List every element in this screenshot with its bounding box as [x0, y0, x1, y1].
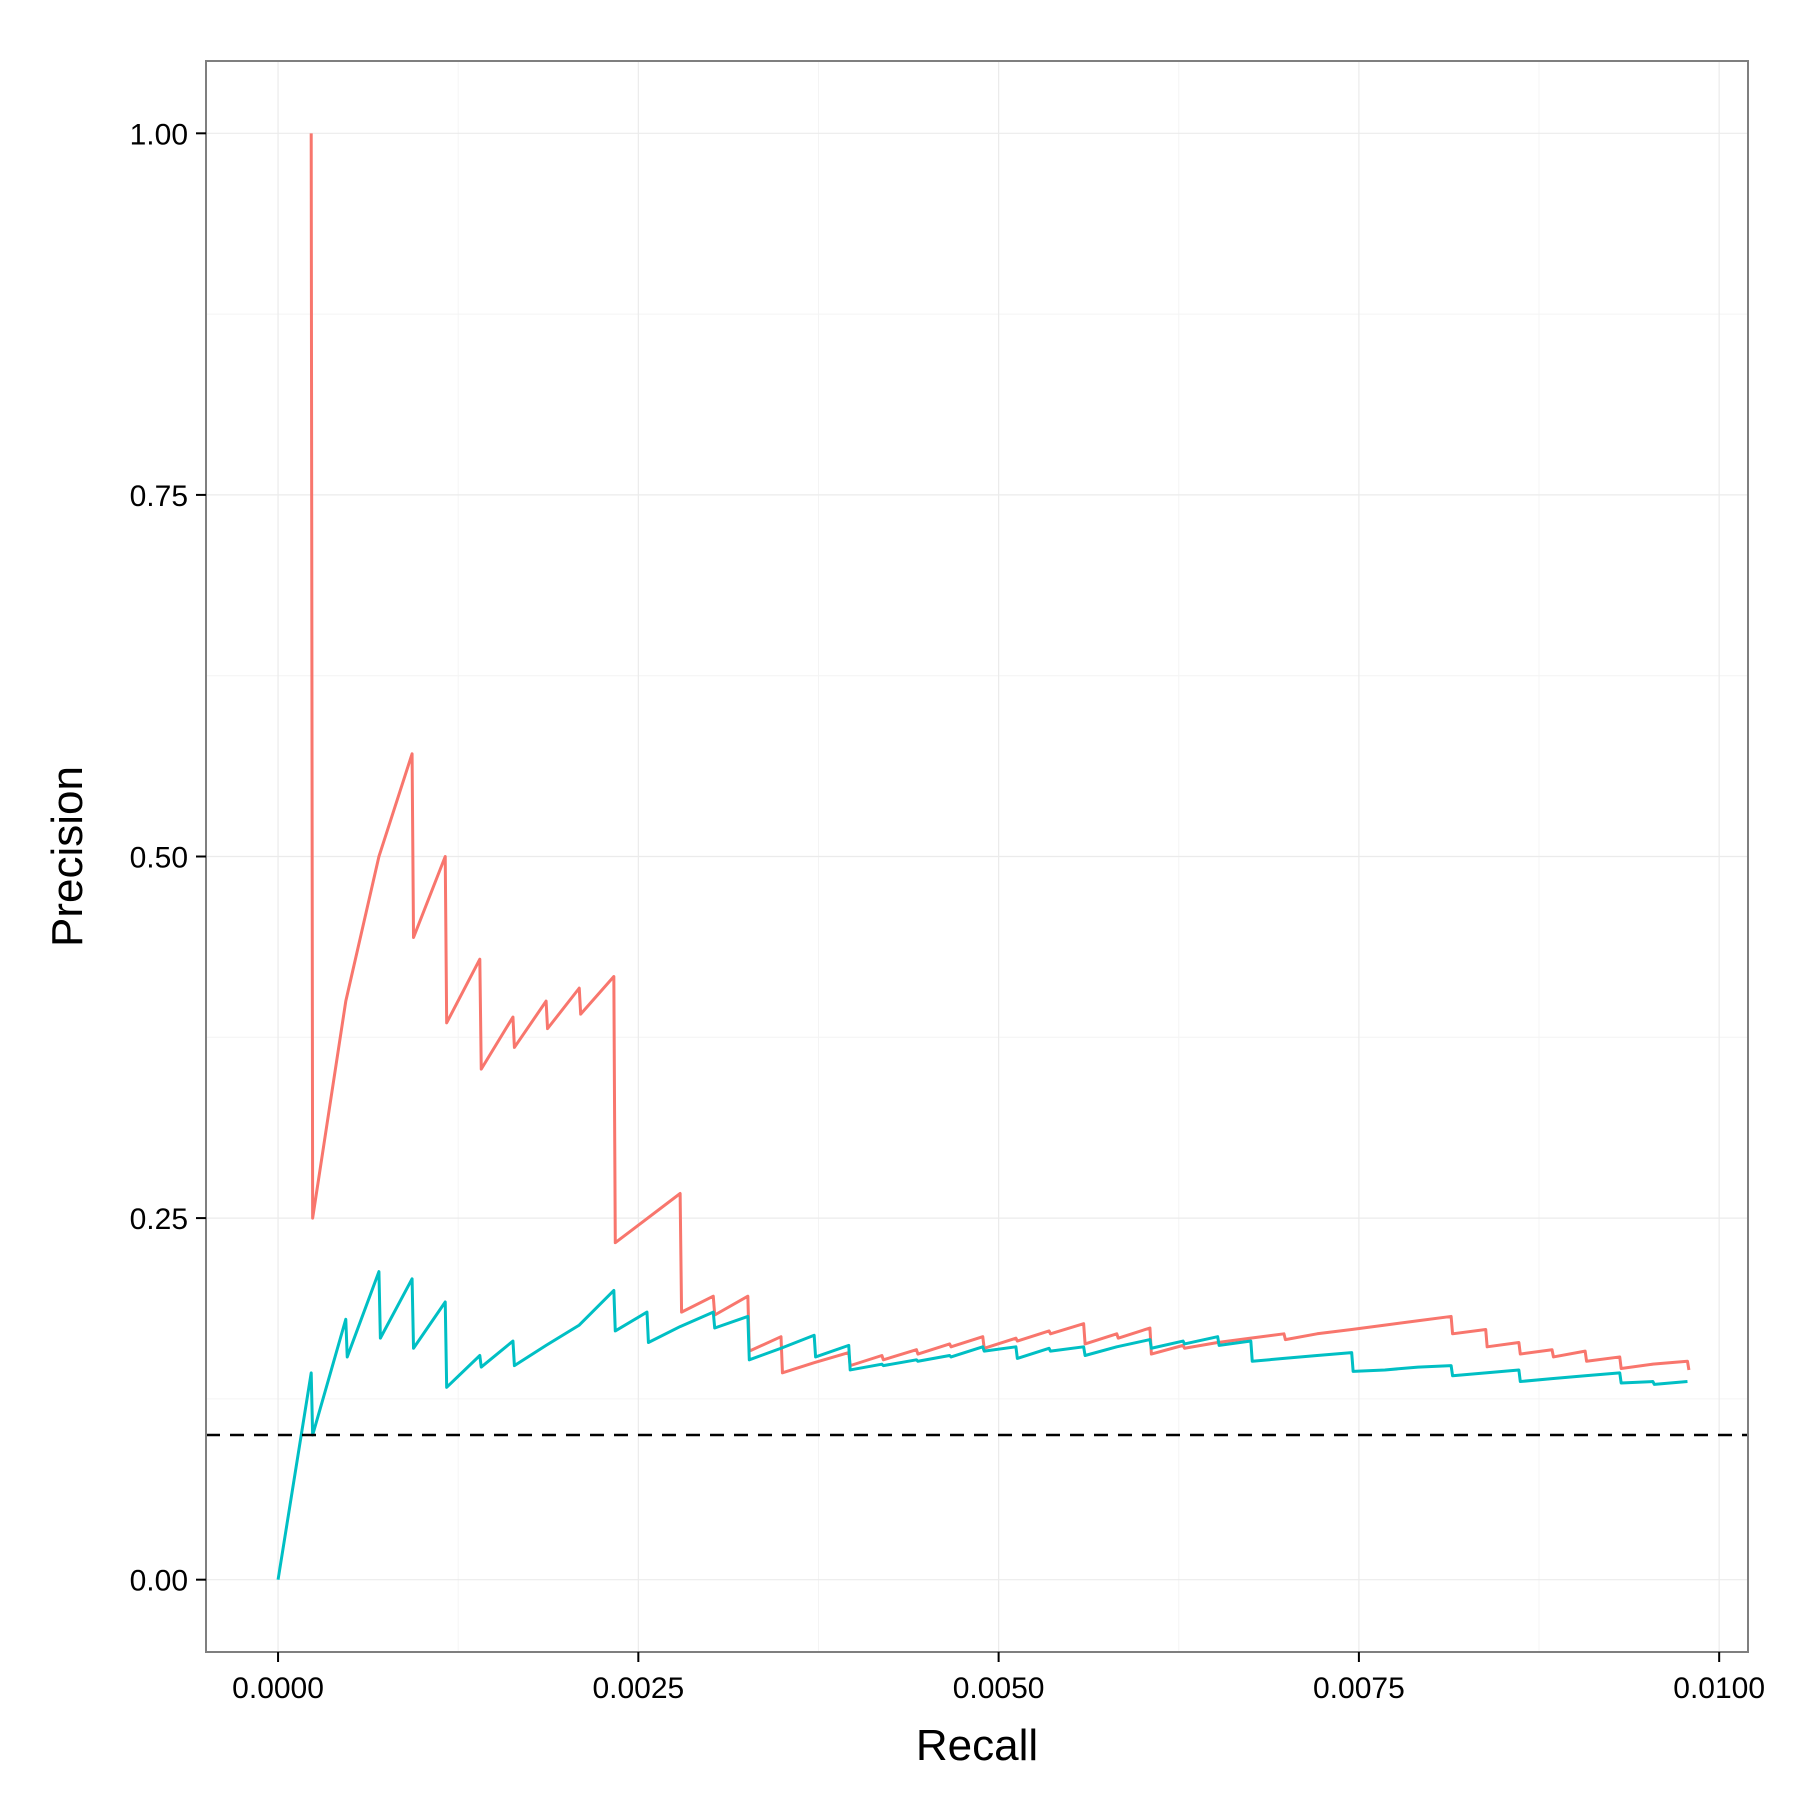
major-gridlines — [206, 61, 1748, 1652]
y-tick-label: 0.25 — [130, 1203, 188, 1236]
y-tick-label: 0.00 — [130, 1565, 188, 1598]
series-line-2 — [276, 1270, 1688, 1580]
y-tick-label: 0.75 — [130, 480, 188, 513]
y-tick-label: 1.00 — [130, 118, 188, 151]
x-tick-label: 0.0075 — [1313, 1672, 1405, 1705]
series-line-1 — [309, 133, 1691, 1375]
x-tick-label: 0.0000 — [232, 1672, 324, 1705]
x-axis-title: Recall — [916, 1721, 1038, 1770]
y-axis: 0.00 0.25 0.50 0.75 1.00 — [130, 118, 206, 1598]
y-axis-title: Precision — [43, 766, 92, 947]
y-tick-label: 0.50 — [130, 842, 188, 875]
x-tick-label: 0.0050 — [953, 1672, 1045, 1705]
x-axis: 0.0000 0.0025 0.0050 0.0075 0.0100 — [232, 1652, 1765, 1705]
series-layer — [276, 133, 1691, 1580]
x-tick-label: 0.0025 — [592, 1672, 684, 1705]
x-tick-label: 0.0100 — [1673, 1672, 1765, 1705]
